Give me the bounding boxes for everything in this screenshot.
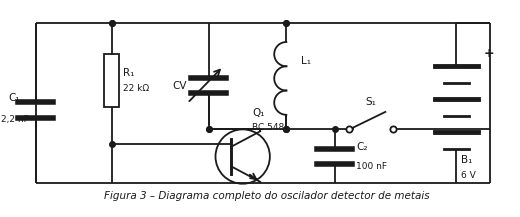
Text: R₁: R₁ — [123, 68, 135, 78]
Text: +: + — [484, 47, 494, 60]
Bar — [104, 54, 120, 107]
Text: C₂: C₂ — [356, 142, 368, 152]
Text: 6 V: 6 V — [461, 171, 476, 181]
Text: 22 kΩ: 22 kΩ — [123, 84, 149, 93]
Text: Q₁: Q₁ — [252, 108, 265, 118]
Text: 100 nF: 100 nF — [356, 162, 387, 171]
Text: B₁: B₁ — [461, 155, 473, 165]
Text: S₁: S₁ — [366, 97, 376, 107]
Text: Figura 3 – Diagrama completo do oscilador detector de metais: Figura 3 – Diagrama completo do oscilado… — [104, 191, 430, 201]
Text: CV: CV — [172, 81, 187, 91]
Text: 2,2 nF: 2,2 nF — [1, 115, 29, 124]
Text: L₁: L₁ — [301, 56, 311, 66]
Text: BC 548: BC 548 — [252, 123, 284, 132]
Text: C₁: C₁ — [9, 93, 20, 103]
